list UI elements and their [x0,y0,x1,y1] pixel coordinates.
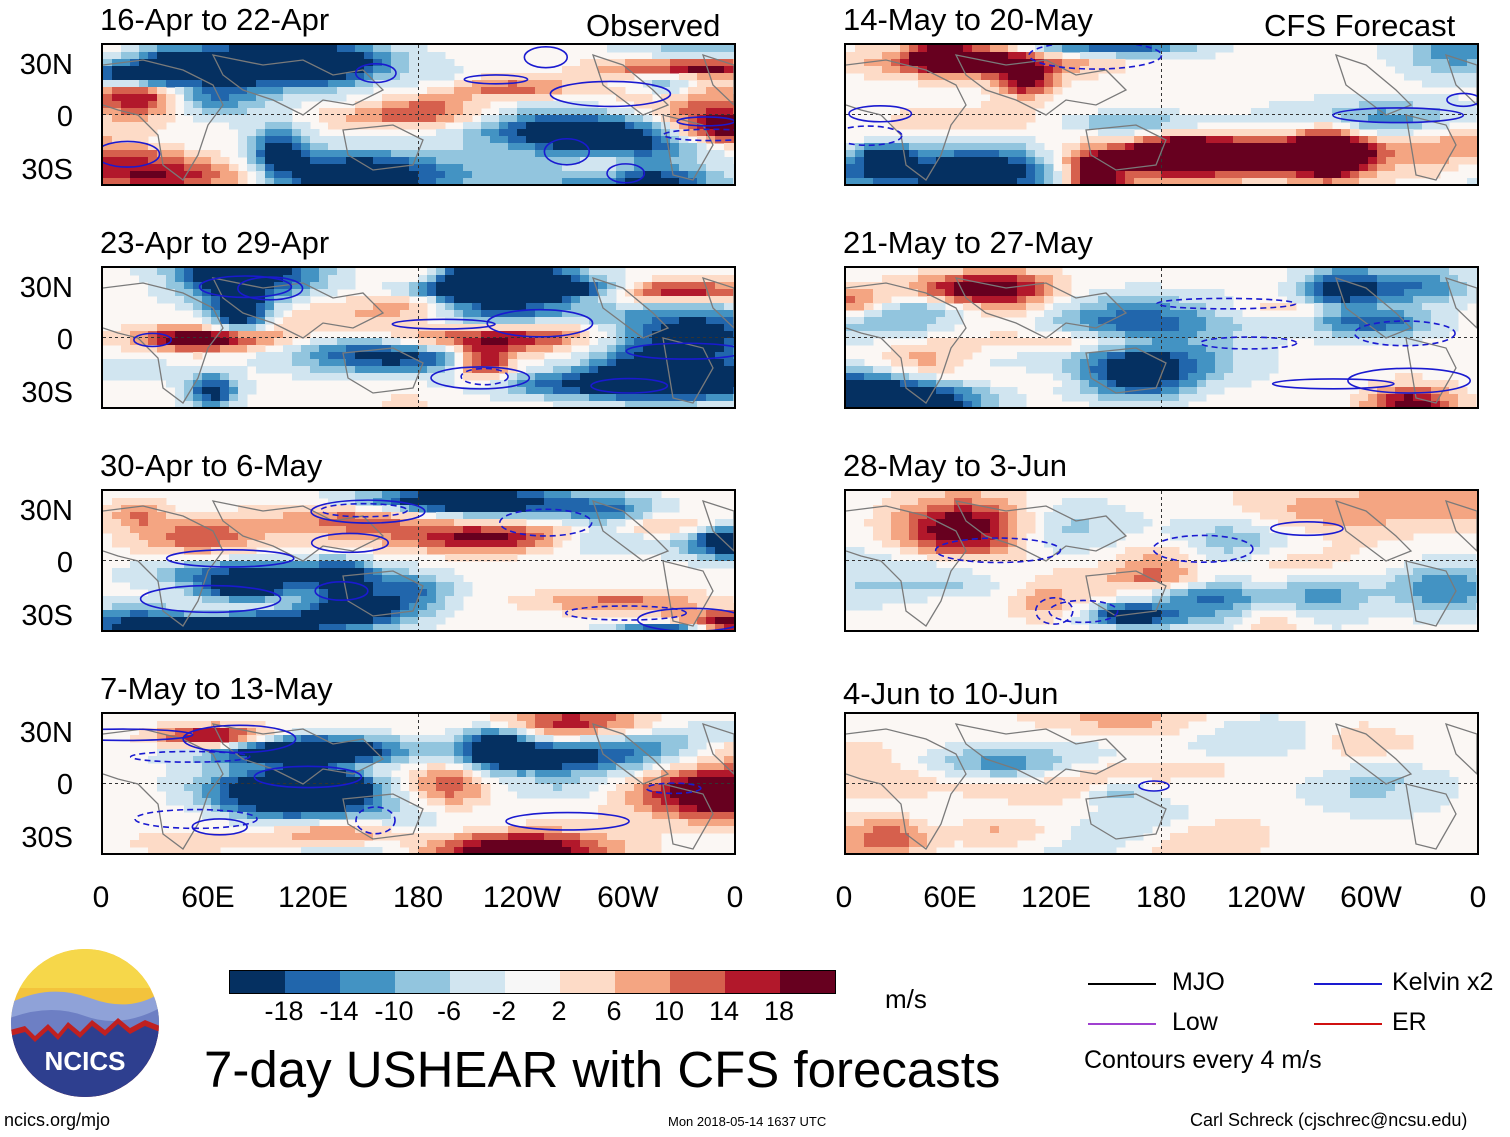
lon-label: 60E [181,881,235,914]
colorbar-swatch [505,971,560,993]
map-panel [844,489,1479,632]
colorbar-swatch [395,971,450,993]
shear-field [846,491,1477,630]
colorbar-swatch [285,971,340,993]
lon-label: 120E [1020,881,1092,914]
shear-field [103,45,734,184]
map-panel [101,266,736,409]
lon-label: 120W [1226,881,1306,914]
lat-label: 0 [56,324,73,356]
legend-line-mjo [1088,983,1156,985]
legend-label: ER [1392,1008,1427,1036]
legend-line-er [1314,1023,1382,1025]
panel-title: 21-May to 27-May [843,225,1093,260]
shear-field [846,268,1477,407]
map-panel [101,712,736,855]
figure-title: 7-day USHEAR with CFS forecasts [204,1041,1001,1098]
shear-field [846,714,1477,853]
lon-label: 180 [392,881,444,914]
ncics-logo: NCICS [11,949,159,1097]
footer-timestamp: Mon 2018-05-14 1637 UTC [668,1114,827,1129]
shear-field [103,714,734,853]
colorbar-tick-label: -14 [319,996,359,1026]
colorbar-swatch [450,971,505,993]
panel-title: 23-Apr to 29-Apr [100,225,330,260]
forecast-label: CFS Forecast [1264,8,1456,43]
shear-field [103,268,734,407]
lon-label: 0 [92,881,110,914]
colorbar-swatch [725,971,780,993]
lat-label: 0 [56,547,73,579]
panel-title: 30-Apr to 6-May [100,448,323,483]
footer-credit: Carl Schreck (cjschrec@ncsu.edu) [1190,1110,1468,1130]
contour-note: Contours every 4 m/s [1084,1046,1322,1074]
colorbar-swatch [670,971,725,993]
panel-title: 7-May to 13-May [100,671,333,706]
panel-title: 4-Jun to 10-Jun [843,676,1059,711]
lon-label: 60E [923,881,977,914]
lat-label: 30N [19,272,73,304]
lat-label: 30S [21,822,73,854]
lat-label: 30S [21,154,73,186]
panel-title: 16-Apr to 22-Apr [100,2,330,37]
lon-label: 60W [597,881,659,914]
colorbar-tick-label: 10 [653,996,685,1026]
lat-label: 0 [56,769,73,801]
colorbar-swatch [615,971,670,993]
lon-label: 60W [1340,881,1402,914]
legend-label: Low [1172,1008,1218,1036]
colorbar-swatch [780,971,835,993]
lon-label: 0 [835,881,853,914]
units-label: m/s [885,984,927,1014]
colorbar-tick-label: -10 [374,996,414,1026]
colorbar-tick-label: 14 [708,996,740,1026]
lat-label: 30S [21,600,73,632]
map-panel [101,489,736,632]
footer-url: ncics.org/mjo [4,1110,111,1130]
colorbar [229,970,836,994]
map-panel [844,43,1479,186]
lat-label: 0 [56,101,73,133]
map-panel [844,266,1479,409]
shear-field [846,45,1477,184]
legend-label: Kelvin x2 [1392,968,1494,996]
colorbar-tick-label: 18 [763,996,795,1026]
panel-title: 28-May to 3-Jun [843,448,1067,483]
lat-label: 30S [21,377,73,409]
lon-label: 0 [726,881,744,914]
legend-label: MJO [1172,968,1225,996]
lon-label: 120E [277,881,349,914]
colorbar-tick-label: -2 [491,996,516,1026]
lat-label: 30N [19,49,73,81]
colorbar-swatch [230,971,285,993]
colorbar-tick-label: -6 [436,996,461,1026]
map-panel [844,712,1479,855]
lat-label: 30N [19,717,73,749]
logo-text: NCICS [45,1046,126,1076]
panel-title: 14-May to 20-May [843,2,1093,37]
lon-label: 120W [482,881,562,914]
shear-field [103,491,734,630]
colorbar-tick-label: -18 [264,996,304,1026]
legend-line-low [1088,1023,1156,1025]
colorbar-tick-label: 6 [606,996,622,1026]
lat-label: 30N [19,495,73,527]
observed-label: Observed [586,8,721,43]
lon-label: 0 [1469,881,1487,914]
colorbar-swatch [560,971,615,993]
legend-line-kelvin [1314,983,1382,985]
map-panel [101,43,736,186]
colorbar-tick-label: 2 [551,996,567,1026]
colorbar-swatch [340,971,395,993]
lon-label: 180 [1135,881,1187,914]
